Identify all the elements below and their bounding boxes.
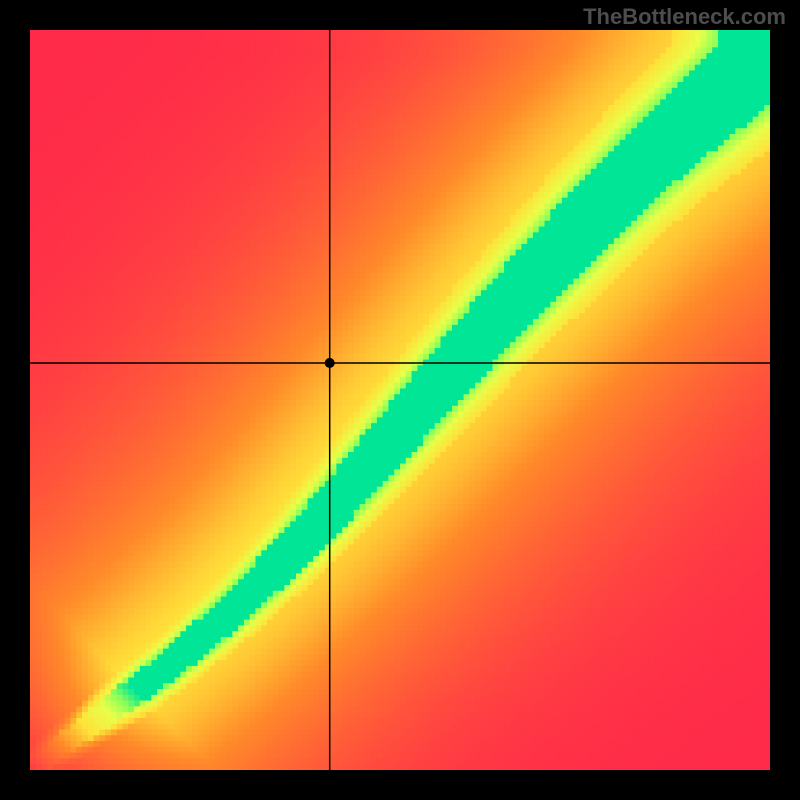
watermark-text: TheBottleneck.com: [583, 4, 786, 30]
bottleneck-heatmap: [30, 30, 770, 770]
chart-container: TheBottleneck.com: [0, 0, 800, 800]
